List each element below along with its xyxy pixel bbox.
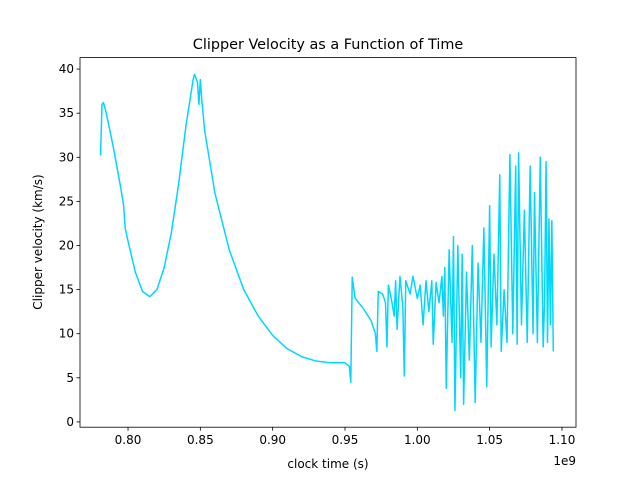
chart-title: Clipper Velocity as a Function of Time [193, 37, 464, 53]
data-line [99, 73, 555, 412]
y-tick-label: 5 [66, 371, 74, 385]
y-tick-label: 15 [59, 283, 74, 297]
x-tick-label: 1.05 [476, 433, 503, 447]
x-tick-label: 1.00 [404, 433, 431, 447]
x-offset-label: 1e9 [553, 454, 576, 468]
y-tick-label: 35 [59, 106, 74, 120]
y-axis-label: Clipper velocity (km/s) [31, 174, 45, 309]
y-tick-label: 20 [59, 238, 74, 252]
x-tick-label: 1.10 [549, 433, 576, 447]
y-tick-label: 0 [66, 415, 74, 429]
x-tick-label: 0.80 [115, 433, 142, 447]
y-tick-label: 30 [59, 150, 74, 164]
y-tick-label: 40 [59, 62, 74, 76]
x-tick-label: 0.90 [259, 433, 286, 447]
y-tick-label: 25 [59, 194, 74, 208]
x-tick-label: 0.85 [187, 433, 214, 447]
axes-frame [79, 57, 577, 428]
x-tick-label: 0.95 [332, 433, 359, 447]
x-axis-label: clock time (s) [287, 457, 368, 471]
y-tick-label: 10 [59, 327, 74, 341]
